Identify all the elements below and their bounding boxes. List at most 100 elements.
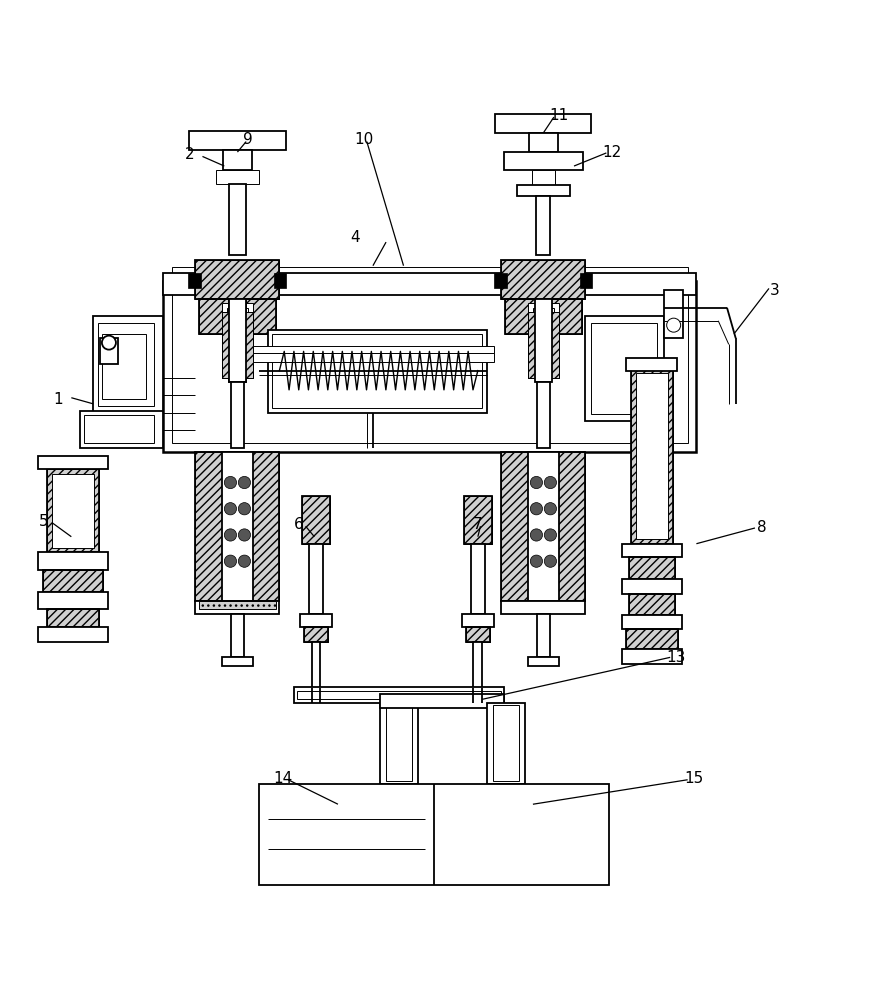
Bar	[636, 373, 667, 539]
Text: 12: 12	[602, 145, 621, 160]
Bar	[268, 330, 487, 413]
Bar	[502, 452, 585, 601]
Bar	[163, 281, 696, 452]
Bar	[172, 290, 688, 443]
Bar	[631, 369, 673, 544]
Text: 11: 11	[550, 108, 569, 123]
Bar	[229, 184, 246, 255]
Bar	[466, 627, 490, 642]
Bar	[466, 627, 490, 642]
Bar	[502, 260, 585, 299]
Circle shape	[531, 555, 543, 567]
Bar	[537, 196, 551, 255]
Bar	[532, 170, 555, 185]
Bar	[222, 312, 253, 378]
Text: 9: 9	[243, 132, 253, 147]
Bar	[496, 114, 591, 133]
Bar	[622, 579, 681, 594]
Bar	[380, 703, 418, 784]
Bar	[253, 353, 494, 362]
Bar	[474, 642, 482, 688]
Bar	[46, 469, 99, 552]
Bar	[196, 601, 280, 614]
Bar	[223, 150, 253, 170]
Bar	[622, 615, 681, 629]
Bar	[273, 334, 482, 408]
Bar	[625, 629, 678, 649]
Text: 13: 13	[667, 650, 686, 665]
Bar	[629, 557, 674, 579]
Circle shape	[667, 318, 681, 332]
Circle shape	[239, 476, 251, 489]
Bar	[591, 323, 657, 414]
Bar	[462, 614, 494, 627]
Bar	[93, 316, 163, 413]
Bar	[172, 267, 688, 283]
Bar	[538, 382, 550, 448]
Text: 4: 4	[351, 230, 360, 245]
Bar	[46, 609, 99, 627]
Bar	[664, 290, 683, 338]
Bar	[38, 627, 108, 642]
Bar	[216, 170, 260, 184]
Circle shape	[545, 529, 557, 541]
Bar	[386, 705, 412, 781]
Bar	[38, 456, 108, 469]
Circle shape	[239, 555, 251, 567]
Bar	[471, 544, 485, 614]
Circle shape	[531, 503, 543, 515]
Bar	[309, 544, 323, 614]
Bar	[622, 649, 681, 664]
Circle shape	[225, 529, 237, 541]
Bar	[189, 131, 286, 150]
Circle shape	[239, 529, 251, 541]
Bar	[502, 452, 585, 601]
Bar	[529, 133, 559, 152]
Text: 1: 1	[53, 392, 63, 407]
Bar	[260, 784, 609, 885]
Circle shape	[531, 476, 543, 489]
Circle shape	[102, 336, 116, 350]
Bar	[464, 496, 492, 544]
Bar	[295, 687, 504, 703]
Bar	[97, 323, 154, 406]
Bar	[533, 308, 554, 327]
Bar	[528, 303, 560, 330]
Bar	[232, 382, 244, 448]
Bar	[303, 627, 328, 642]
Bar	[505, 299, 581, 334]
Bar	[199, 299, 276, 334]
Bar	[189, 273, 201, 288]
Circle shape	[239, 503, 251, 515]
Bar	[222, 303, 253, 330]
Bar	[84, 415, 154, 443]
Bar	[585, 316, 664, 421]
Bar	[38, 592, 108, 609]
Bar	[102, 334, 146, 399]
Bar	[196, 452, 280, 601]
Bar	[493, 705, 519, 781]
Bar	[380, 694, 504, 708]
Bar	[629, 557, 674, 579]
Bar	[301, 614, 332, 627]
Bar	[495, 273, 507, 288]
Bar	[626, 358, 677, 371]
Bar	[303, 627, 328, 642]
Circle shape	[545, 503, 557, 515]
Circle shape	[225, 555, 237, 567]
Text: 8: 8	[757, 520, 766, 535]
Bar	[196, 452, 280, 601]
Bar	[487, 703, 525, 784]
Text: 10: 10	[354, 132, 374, 147]
Bar	[535, 299, 553, 382]
Bar	[517, 185, 570, 196]
Bar	[311, 642, 320, 688]
Circle shape	[531, 529, 543, 541]
Bar	[302, 496, 330, 544]
Bar	[622, 544, 681, 557]
Bar	[502, 601, 585, 614]
Bar	[222, 312, 253, 378]
Bar	[232, 614, 244, 657]
Bar	[222, 657, 253, 666]
Bar	[199, 601, 276, 609]
